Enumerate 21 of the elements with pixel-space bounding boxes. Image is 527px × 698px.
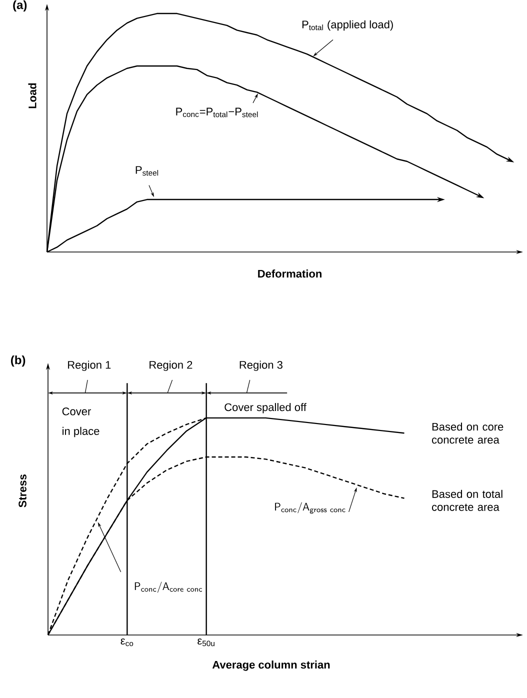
- text: Region 1: [68, 360, 111, 371]
- x-tick-label: ε$_{co}$: [120, 638, 134, 646]
- annotation: in place: [62, 426, 100, 438]
- text: Cover: [62, 408, 91, 416]
- chart-title: (b): [11, 355, 26, 367]
- legend-label: P$_{conc}$=P$_{total}$−P$_{steel}$: [176, 108, 258, 118]
- text: Region 3: [240, 360, 282, 371]
- x-tick-label: ε$_{50u}$: [198, 638, 214, 646]
- text: P$_{steel}$: [136, 166, 158, 176]
- text: Cover spalled off: [224, 403, 306, 414]
- text: Based on core concrete area: [432, 422, 504, 444]
- annotation: $\mathsf{P_{conc}/A_{core\ conc}}$: [134, 582, 202, 593]
- annotation: $\mathsf{P_{conc}/A_{gross\ conc}}$: [275, 502, 346, 514]
- y-axis-title: Load: [28, 83, 36, 108]
- chart-title: (a): [13, 0, 27, 12]
- text: Region 2: [150, 360, 192, 371]
- x-axis-title: Average column strian: [212, 660, 330, 671]
- y-axis-title: Stress: [18, 474, 26, 508]
- series-label: P$_{total}$ (applied load): [302, 20, 393, 31]
- x-axis-title: Deformation: [258, 270, 322, 278]
- text: Based on total concrete area: [432, 490, 502, 511]
